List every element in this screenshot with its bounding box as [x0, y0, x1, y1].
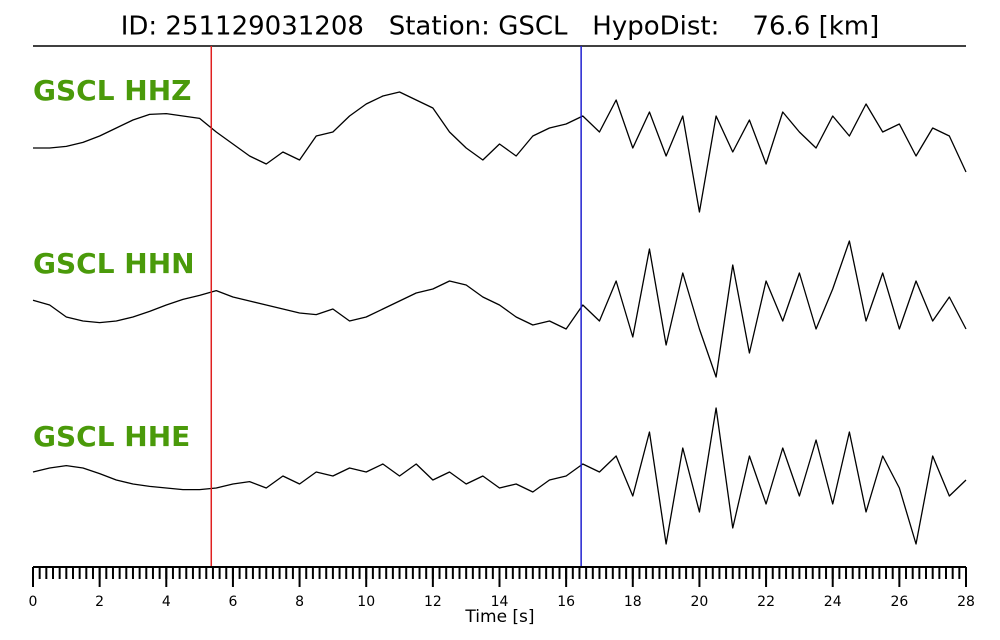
trace-label: GSCL HHZ [33, 74, 191, 107]
trace-label: GSCL HHE [33, 420, 190, 453]
x-tick-label: 14 [491, 594, 509, 610]
x-tick-label: 26 [890, 594, 908, 610]
x-tick-label: 6 [228, 594, 237, 610]
chart-title: ID: 251129031208 Station: GSCL HypoDist:… [121, 12, 880, 42]
x-tick-label: 10 [357, 594, 375, 610]
x-tick-label: 16 [557, 594, 575, 610]
x-tick-label: 20 [691, 594, 709, 610]
waveform [32, 407, 967, 545]
trace-label: GSCL HHN [33, 247, 195, 280]
x-tick-label: 22 [757, 594, 775, 610]
x-tick-label: 18 [624, 594, 642, 610]
x-tick-label: 2 [95, 594, 104, 610]
waveform [32, 240, 967, 378]
waveform [33, 91, 967, 213]
x-axis-label: Time [s] [464, 607, 534, 627]
x-tick-label: 4 [162, 594, 171, 610]
x-tick-label: 12 [424, 594, 442, 610]
x-tick-label: 8 [295, 594, 304, 610]
x-tick-label: 28 [957, 594, 975, 610]
x-tick-label: 0 [29, 594, 38, 610]
x-tick-label: 24 [824, 594, 842, 610]
